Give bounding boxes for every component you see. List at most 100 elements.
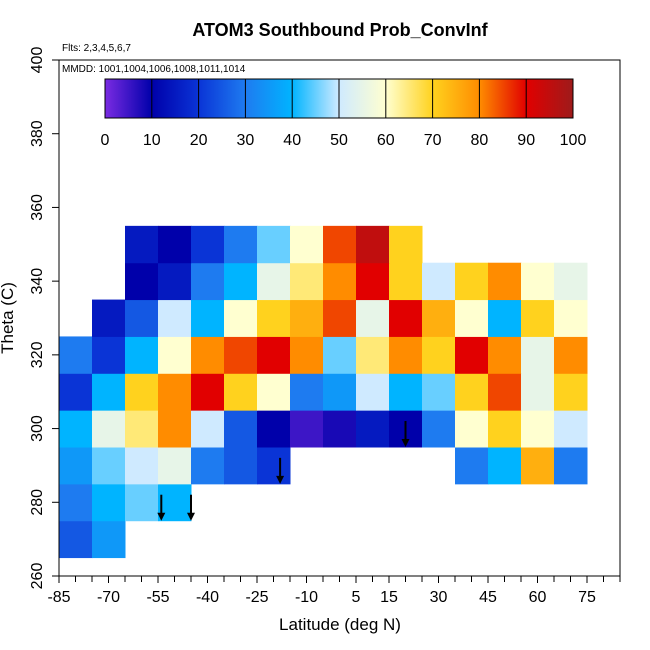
x-tick-label: 15 — [380, 589, 398, 606]
heatmap-cell — [323, 336, 357, 374]
heatmap-cell — [389, 299, 423, 337]
x-tick-label: -10 — [295, 589, 318, 606]
heatmap-cell — [92, 299, 126, 337]
heatmap-cell — [125, 299, 159, 337]
heatmap-cell — [521, 299, 555, 337]
x-tick-label: -40 — [196, 589, 219, 606]
heatmap-cell — [158, 225, 192, 264]
heatmap-cell — [554, 447, 588, 485]
chart-title: ATOM3 Southbound Prob_ConvInf — [192, 20, 488, 40]
colorbar: 0 10 20 30 40 50 60 70 80 90 100 — [101, 78, 587, 149]
heatmap-cell — [191, 410, 225, 448]
heatmap-cell — [59, 373, 93, 411]
x-tick-label: 5 — [352, 589, 361, 606]
heatmap-cell — [224, 373, 258, 411]
heatmap-cell — [224, 225, 258, 264]
colorbar-tick-label: 90 — [517, 132, 535, 149]
heatmap-cell — [224, 447, 258, 485]
heatmap-cell — [488, 262, 522, 301]
arrow-layer — [157, 421, 410, 521]
heatmap-cell — [323, 262, 357, 301]
heatmap-cell — [158, 299, 192, 337]
heatmap-cell — [521, 336, 555, 374]
heatmap-cell — [323, 373, 357, 411]
y-tick-label: 360 — [29, 194, 46, 221]
y-tick-label: 380 — [29, 120, 46, 147]
colorbar-tick-label: 20 — [190, 132, 208, 149]
heatmap-cell — [521, 262, 555, 301]
heatmap-cell — [125, 262, 159, 301]
colorbar-tick-label: 70 — [424, 132, 442, 149]
colorbar-tick-label: 100 — [560, 132, 587, 149]
heatmap-cell — [554, 373, 588, 411]
y-tick-label: 300 — [29, 415, 46, 442]
flights-subtitle: Flts: 2,3,4,5,6,7 — [62, 43, 131, 54]
x-tick-label: 30 — [430, 589, 448, 606]
y-tick-label: 340 — [29, 268, 46, 295]
heatmap-cell — [257, 336, 291, 374]
heatmap-cell — [92, 336, 126, 374]
mmdd-subtitle: MMDD: 1001,1004,1006,1008,1011,1014 — [62, 64, 246, 75]
x-tick-label: 45 — [479, 589, 497, 606]
heatmap-cell — [125, 447, 159, 485]
heatmap-cell — [158, 373, 192, 411]
heatmap-cell — [356, 299, 390, 337]
heatmap-cell — [554, 336, 588, 374]
heatmap-cell — [191, 336, 225, 374]
x-tick-label: 60 — [529, 589, 547, 606]
heatmap-cell — [389, 336, 423, 374]
heatmap-cell — [422, 262, 456, 301]
down-arrow-head — [276, 475, 285, 484]
heatmap-cell — [257, 447, 291, 485]
heatmap-cell — [224, 336, 258, 374]
heatmap-cell — [422, 410, 456, 448]
heatmap-cell — [191, 225, 225, 264]
heatmap-cell — [455, 336, 489, 374]
x-axis-label: Latitude (deg N) — [279, 615, 401, 634]
heatmap-cell — [158, 262, 192, 301]
heatmap-cell — [125, 336, 159, 374]
heatmap-cell — [191, 262, 225, 301]
heatmap-cell — [488, 299, 522, 337]
heatmap-cell — [521, 373, 555, 411]
heatmap-cell — [125, 410, 159, 448]
heatmap-cell — [488, 447, 522, 485]
heatmap-cell — [389, 225, 423, 264]
heatmap-cell — [59, 447, 93, 485]
heatmap-cell — [455, 447, 489, 485]
heatmap-cell — [422, 336, 456, 374]
heatmap-layer — [59, 225, 588, 559]
down-arrow-head — [401, 439, 410, 447]
heatmap-cell — [59, 410, 93, 448]
y-tick-label: 280 — [29, 489, 46, 516]
heatmap-cell — [323, 225, 357, 264]
x-tick-label: -25 — [245, 589, 268, 606]
heatmap-cell — [92, 483, 126, 522]
x-axis: -85 -70 -55 -40 -25 -10 5 15 30 45 60 75 — [47, 576, 621, 606]
heatmap-cell — [323, 410, 357, 448]
heatmap-cell — [455, 373, 489, 411]
heatmap-cell — [59, 520, 93, 559]
heatmap-cell — [356, 410, 390, 448]
heatmap-cell — [92, 410, 126, 448]
heatmap-cell — [422, 373, 456, 411]
heatmap-cell — [455, 299, 489, 337]
heatmap-cell — [356, 225, 390, 264]
heatmap-cell — [224, 410, 258, 448]
heatmap-cell — [158, 336, 192, 374]
heatmap-cell — [356, 373, 390, 411]
heatmap-cell — [92, 373, 126, 411]
heatmap-cell — [521, 410, 555, 448]
heatmap-cell — [125, 225, 159, 264]
heatmap-cell — [224, 299, 258, 337]
heatmap-cell — [290, 262, 324, 301]
heatmap-cell — [290, 336, 324, 374]
heatmap-cell — [257, 410, 291, 448]
heatmap-cell — [92, 447, 126, 485]
heatmap-cell — [455, 262, 489, 301]
heatmap-cell — [257, 262, 291, 301]
down-arrow-head — [187, 512, 195, 521]
colorbar-tick-label: 60 — [377, 132, 395, 149]
heatmap-cell — [389, 262, 423, 301]
heatmap-cell — [158, 410, 192, 448]
